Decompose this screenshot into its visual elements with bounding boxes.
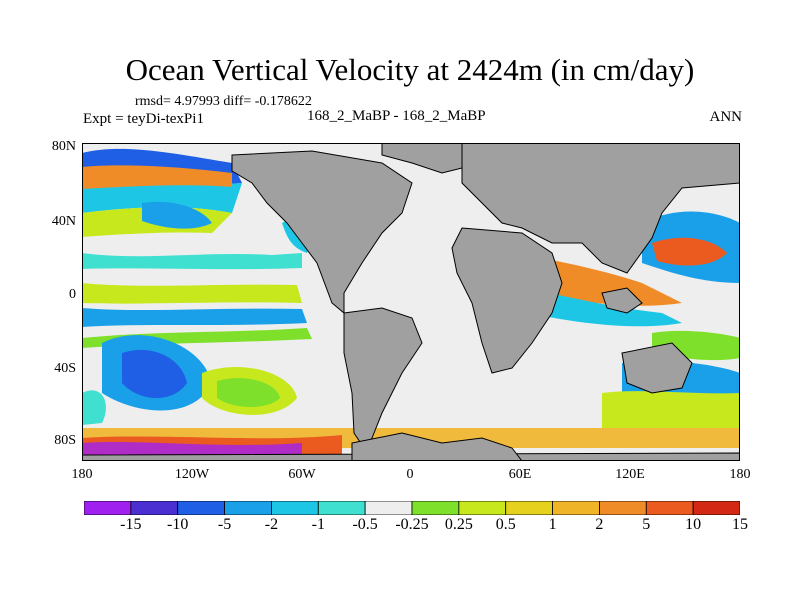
colorbar-tick-label: 0.25 <box>444 516 473 533</box>
colorbar-tick-label: -2 <box>264 516 279 533</box>
colorbar-tick-label: -0.25 <box>395 516 429 533</box>
lat-label-80n: 80N <box>51 139 76 154</box>
lat-label-40s: 40S <box>54 361 76 376</box>
lon-label-180w: 180 <box>71 467 93 482</box>
colorbar-swatch <box>645 501 694 515</box>
lon-label-0: 0 <box>406 467 414 482</box>
lat-label-40n: 40N <box>51 214 76 229</box>
colorbar-swatch <box>692 501 740 515</box>
colorbar-swatch <box>505 501 553 515</box>
colorbar-swatch <box>552 501 600 515</box>
colorbar-tick-label: -15 <box>120 516 142 533</box>
colorbar <box>84 501 740 515</box>
season-label: ANN <box>709 109 743 125</box>
lat-label-0: 0 <box>69 287 76 302</box>
colorbar-tick-label: -1 <box>311 516 325 533</box>
land-masses <box>82 143 740 461</box>
colorbar-swatch <box>177 501 225 515</box>
colorbar-tick-label: -10 <box>167 516 189 533</box>
lon-label-60e: 60E <box>508 467 532 482</box>
colorbar-swatch <box>271 501 319 515</box>
colorbar-tick-label: 0.5 <box>495 516 516 533</box>
colorbar-tick-label: 1 <box>548 516 557 533</box>
colorbar-tick-label: 10 <box>685 516 702 533</box>
map-panel <box>82 143 740 461</box>
colorbar-swatch <box>130 501 179 515</box>
lon-label-120e: 120E <box>615 467 645 482</box>
colorbar-tick-label: 15 <box>732 516 748 533</box>
map-border <box>82 143 740 461</box>
colorbar-tick-label: -0.5 <box>352 516 378 533</box>
lon-label-60w: 60W <box>288 467 316 482</box>
colorbar-tick-label: -5 <box>217 516 232 533</box>
rmsd-diff-stats: rmsd= 4.97993 diff= -0.178622 <box>135 94 312 109</box>
plot-title: Ocean Vertical Velocity at 2424m (in cm/… <box>125 52 695 87</box>
colorbar-swatch <box>224 501 272 515</box>
colorbar-swatch <box>84 501 132 515</box>
colorbar-swatch <box>364 501 413 515</box>
lat-label-80s: 80S <box>54 433 76 448</box>
experiment-label: Expt = teyDi-texPi1 <box>83 111 204 127</box>
colorbar-swatch <box>458 501 507 515</box>
lon-label-180e: 180 <box>729 467 751 482</box>
colorbar-swatch <box>317 501 366 515</box>
colorbar-swatch <box>411 501 460 515</box>
colorbar-swatch <box>599 501 647 515</box>
colorbar-tick-label: 2 <box>595 516 604 533</box>
colorbar-tick-label: 5 <box>642 516 651 533</box>
lon-label-120w: 120W <box>174 467 210 482</box>
case-label: 168_2_MaBP - 168_2_MaBP <box>307 108 486 124</box>
